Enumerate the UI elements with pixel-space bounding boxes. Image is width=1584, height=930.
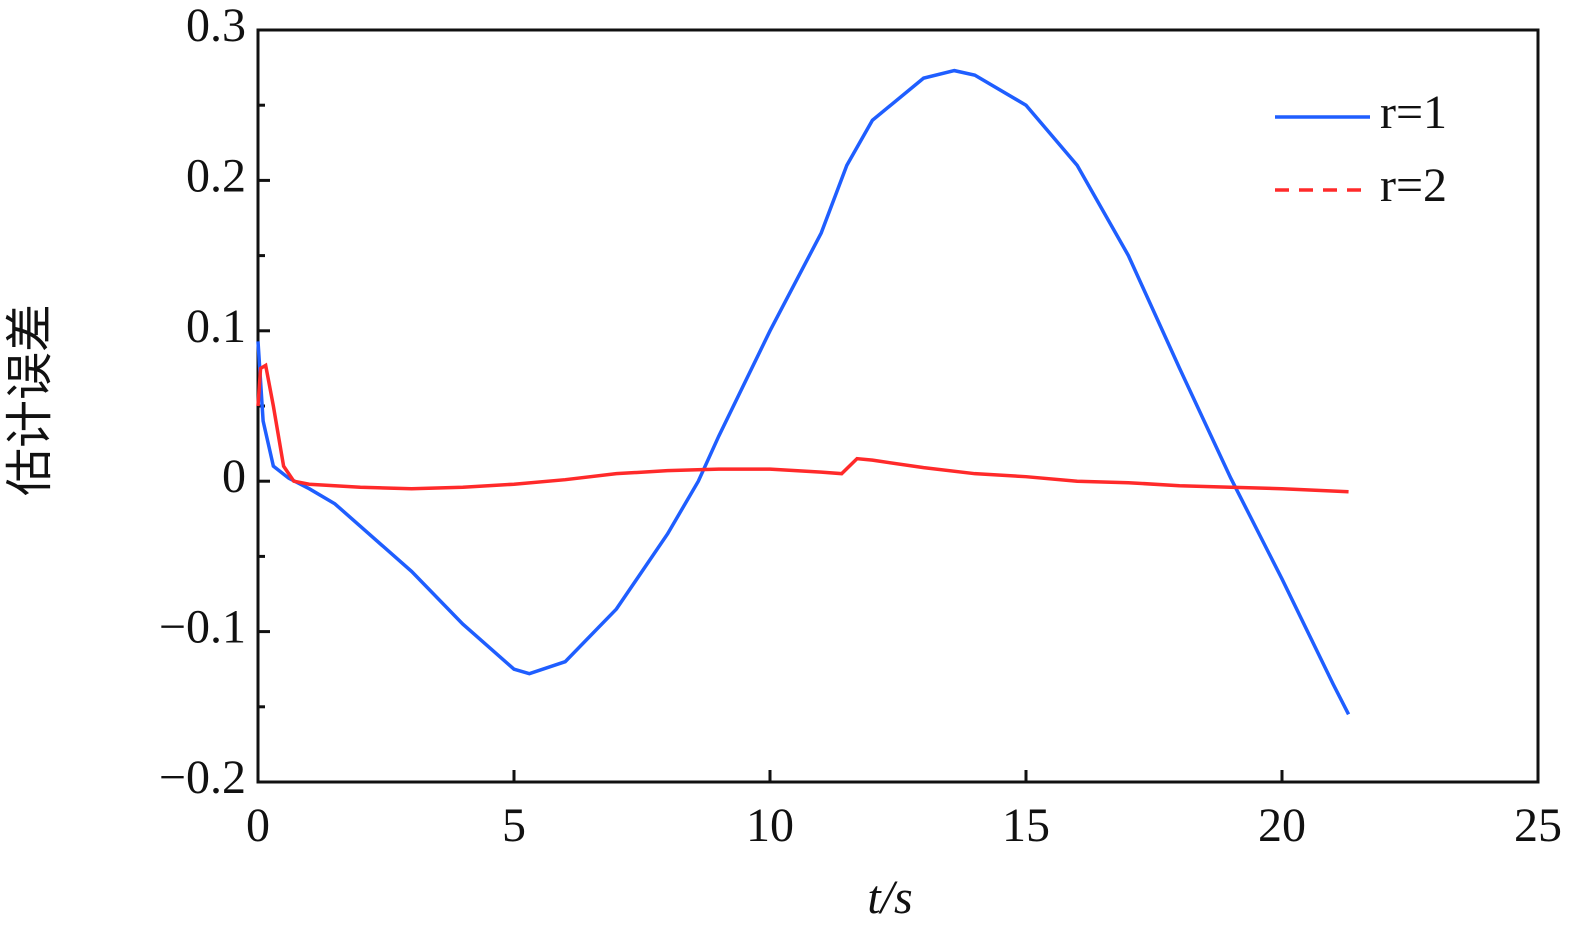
y-axis-label: 估计误差 [4,304,57,496]
y-tick-label: −0.1 [159,601,246,654]
legend-label: r=2 [1380,159,1447,212]
x-tick-label: 5 [502,799,526,852]
x-tick-label: 20 [1258,799,1306,852]
data-line [256,68,1351,716]
y-tick-label: 0.3 [186,0,246,52]
plot-frame [256,28,1540,784]
data-line [256,362,1349,494]
y-tick-label: −0.2 [159,751,246,804]
x-axis-label: t/s [867,871,912,924]
y-tick-label: 0.1 [186,300,246,353]
legend-label: r=1 [1380,86,1447,139]
x-tick-label: 0 [246,799,270,852]
x-tick-label: 15 [1002,799,1050,852]
y-tick-label: 0.2 [186,149,246,202]
x-tick-label: 25 [1514,799,1562,852]
y-tick-label: 0 [222,450,246,503]
x-tick-label: 10 [746,799,794,852]
